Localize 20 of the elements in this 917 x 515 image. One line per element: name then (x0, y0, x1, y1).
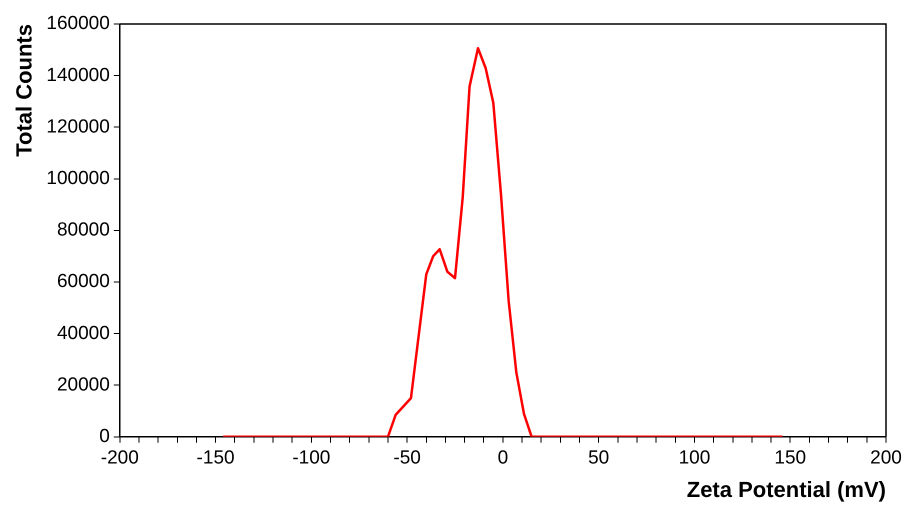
x-tick-label: 200 (870, 447, 902, 468)
y-tick-label: 40000 (56, 322, 110, 344)
y-tick-label: 60000 (56, 271, 110, 292)
x-tick-label: 0 (498, 447, 508, 468)
x-tick-label: -150 (196, 447, 235, 468)
x-tick-label: -100 (292, 447, 330, 468)
y-tick-label: 20000 (56, 374, 110, 396)
x-tick-label: 100 (678, 447, 710, 468)
x-axis-title: Zeta Potential (mV) (686, 476, 886, 502)
y-tick-label: 120000 (46, 116, 110, 138)
y-tick-label: 160000 (46, 13, 110, 34)
x-tick-label: 150 (774, 447, 806, 468)
x-tick-label: -200 (100, 447, 139, 468)
x-tick-label: 50 (588, 447, 610, 468)
y-axis-title: Total Counts (11, 24, 36, 157)
y-tick-label: 80000 (56, 220, 110, 241)
y-tick-label: 140000 (46, 64, 110, 86)
y-tick-label: 100000 (46, 168, 110, 190)
y-tick-label: 0 (99, 426, 110, 448)
x-tick-label: -50 (393, 447, 421, 468)
